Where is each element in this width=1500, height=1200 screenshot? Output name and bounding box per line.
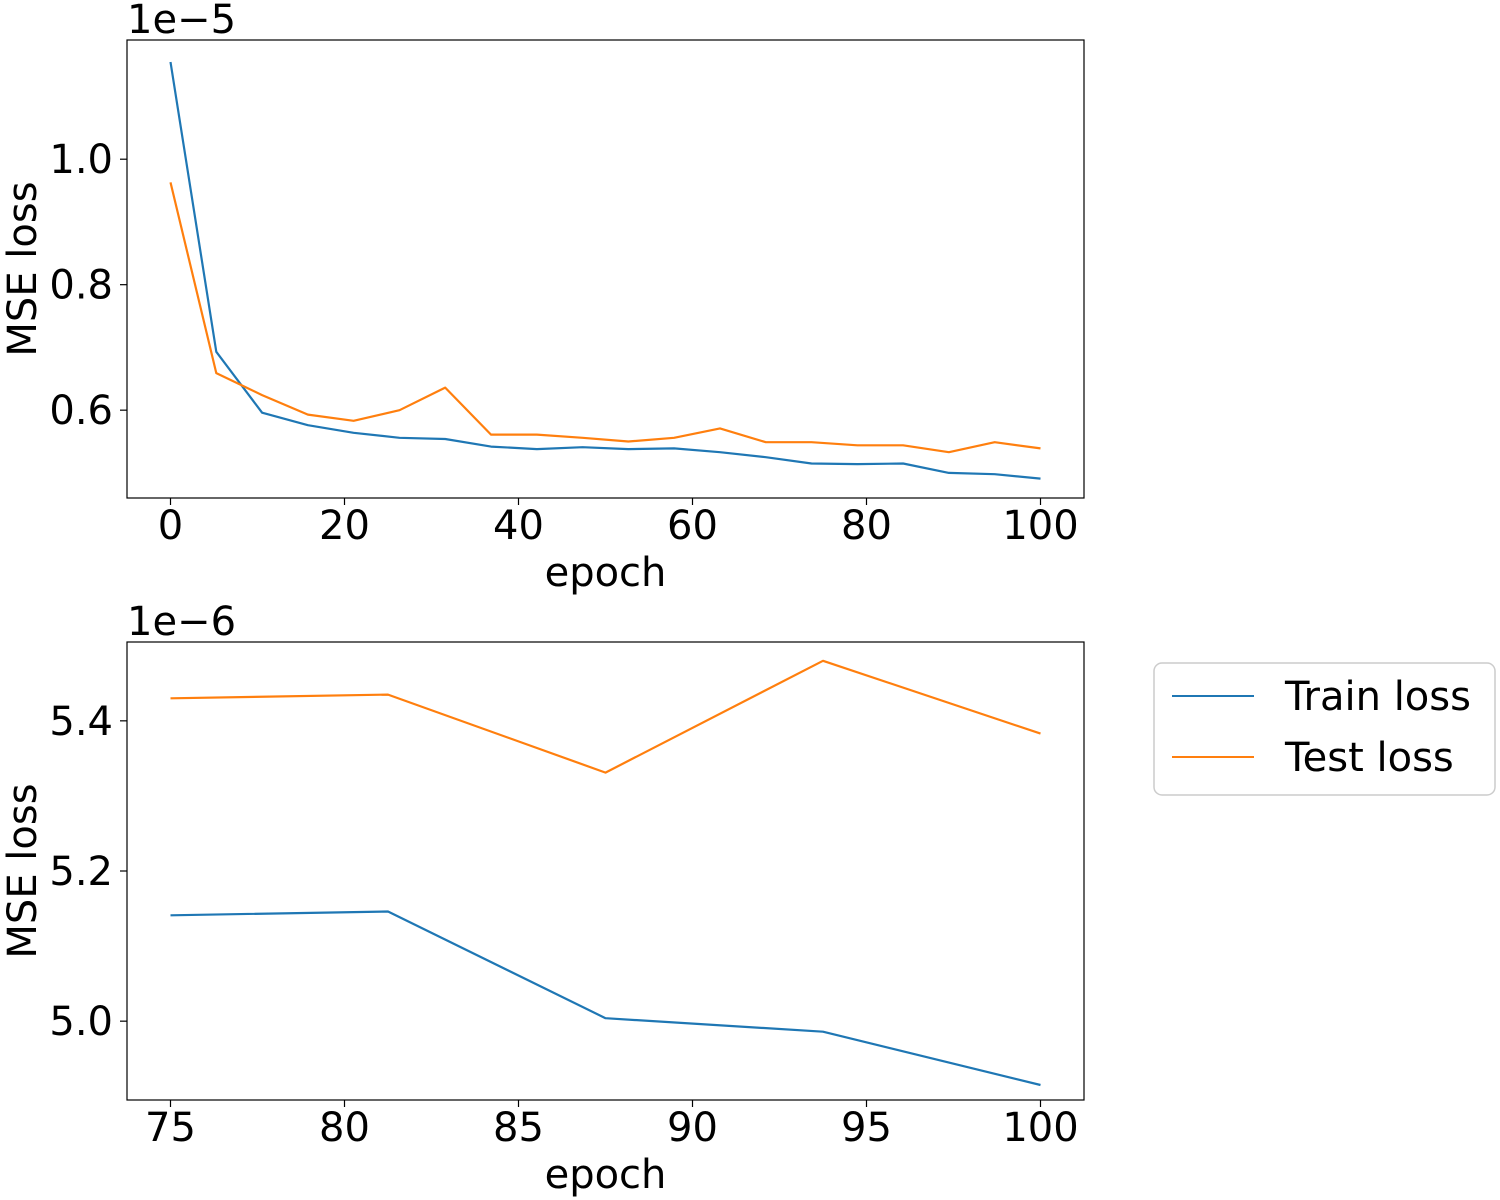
x-tick-label: 100: [1002, 1105, 1078, 1151]
bottom-loss-chart: 75 80 85 90 95 100 5.0 5.2 5.4 epoch MSE loss 1e−6: [0, 599, 1085, 1198]
x-tick-label: 85: [493, 1105, 544, 1151]
y-tick-label: 5.0: [49, 999, 113, 1045]
x-tick-label: 40: [493, 503, 544, 549]
legend-train-label: Train loss: [1284, 674, 1471, 720]
x-tick-label: 20: [319, 503, 370, 549]
plot-frame: [126, 641, 1085, 1101]
y-offset-label: 1e−5: [127, 0, 236, 43]
legend: Train loss Test loss: [1153, 662, 1496, 796]
y-tick-label: 1.0: [49, 137, 113, 183]
y-offset-label: 1e−6: [127, 599, 236, 645]
x-axis-label: epoch: [545, 1152, 667, 1198]
x-tick-label: 95: [841, 1105, 892, 1151]
x-tick-label: 100: [1002, 503, 1078, 549]
x-tick-label: 90: [667, 1105, 718, 1151]
top-loss-chart: 0 20 40 60 80 100 0.6 0.8 1.0 epoch MSE loss 1e−5: [0, 0, 1085, 596]
test-loss-line: [170, 659, 1041, 774]
y-tick-label: 0.6: [49, 388, 113, 434]
test-loss-line: [169, 182, 1041, 454]
train-loss-line: [170, 910, 1041, 1087]
y-tick-label: 5.2: [49, 849, 113, 895]
y-tick-label: 0.8: [49, 263, 113, 309]
x-tick-label: 60: [667, 503, 718, 549]
x-tick-label: 80: [841, 503, 892, 549]
x-axis-label: epoch: [545, 550, 667, 596]
y-axis-label: MSE loss: [0, 783, 46, 958]
x-tick-label: 0: [158, 503, 183, 549]
x-tick-label: 80: [319, 1105, 370, 1151]
y-tick-label: 5.4: [49, 699, 113, 745]
train-loss-line: [169, 61, 1041, 480]
plot-frame: [126, 39, 1085, 499]
x-tick-label: 75: [145, 1105, 196, 1151]
legend-test-label: Test loss: [1284, 735, 1454, 781]
y-axis-label: MSE loss: [0, 181, 46, 356]
